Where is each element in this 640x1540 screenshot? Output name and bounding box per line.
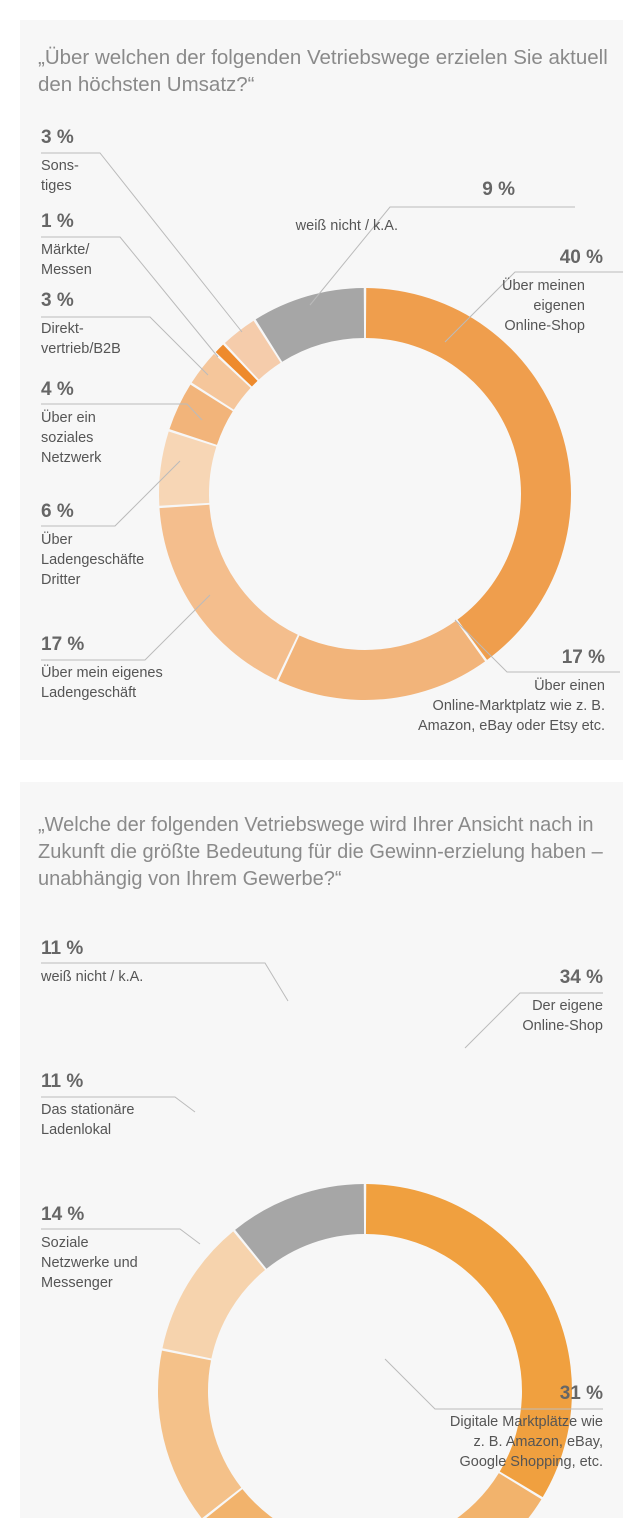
donut-slice-ueber-ein-soziales-netzwerk [169,384,233,445]
donut-slice-sonstiges [224,320,281,380]
slice-category-label: Der eigene Online-Shop [522,998,603,1034]
slice-category-label: Sons-tiges [41,158,79,194]
leader-line [41,316,209,376]
donut-slice-direktvertrieb-b2b [191,353,251,410]
leader-line [309,206,575,306]
slice-category-label: Über ein soziales Netzwerk [41,408,102,466]
slice-value-label: 3 % [41,127,74,148]
leader-lines [41,152,623,673]
slice-category-label: Direkt-vertrieb/B2B [41,321,121,357]
donut-slice-maerkte-messen [215,344,258,387]
leader-line [41,1228,201,1245]
slice-value-label: 6 % [41,501,74,522]
donut-slice-ueber-einen-online-marktplatz-wie-z-b-amazon-ebay-oder-etsy-etc [278,620,486,700]
slice-value-label: 9 % [482,179,515,200]
slice-category-label: Märkte/Messen [41,242,92,278]
slice-category-label: Soziale Netzwerke und Messenger [41,1235,138,1291]
donut-slice-weiss-nicht-k-a [255,288,365,362]
slice-value-label: 31 % [560,1383,603,1404]
slice-value-label: 3 % [41,290,74,311]
leader-line [41,460,181,527]
leader-line [41,236,219,358]
slice-category-label: Über Ladengeschäfte Dritter [41,530,144,588]
slice-value-label: 1 % [41,211,74,232]
slice-category-label: weiß nicht / k.A. [295,218,398,234]
chart-panel-current-revenue: „Über welchen der folgenden Vetriebswege… [20,20,623,760]
slice-value-label: 4 % [41,379,74,400]
chart-title: „Über welchen der folgenden Vetriebswege… [38,46,608,96]
leader-line [41,152,243,333]
donut-slice-der-eigene-online-shop [365,1184,572,1498]
slice-value-label: 11 % [41,938,83,959]
donut-slice-soziale-netzwerke-und-messenger [158,1350,242,1518]
leader-line [464,992,603,1049]
slice-labels: 34 % Der eigene Online-Shop 31 % Digitale Ma… [40,938,603,1470]
slice-category-label: Das stationäre Ladenlokal [41,1102,135,1138]
leader-line [444,271,623,343]
leader-line [41,403,203,421]
leader-line [41,594,211,661]
slice-value-label: 40 % [560,247,603,268]
chart-panel-future-profit: „Welche der folgenden Vetriebswege wird … [20,782,623,1518]
slice-category-label: Über mein eigenes Ladengeschäft [41,663,163,701]
slice-labels: 40 % Über meinen eigenen Online-Shop 17 % Übe… [41,127,605,734]
leader-line [41,1096,196,1113]
donut-slice-weiss-nicht-k-a [235,1184,365,1269]
leader-lines [41,962,603,1410]
donut-chart-future: 34 % Der eigene Online-Shop 31 % Digitale Ma… [40,938,603,1518]
leader-line [384,1358,603,1410]
donut-slice-ueber-meinen-eigenen-online-shop [365,288,571,660]
slice-category-label: Digitale Marktplätze wie z. B. Amazon, eB… [450,1414,603,1470]
slice-value-label: 14 % [41,1204,84,1225]
slice-value-label: 34 % [560,967,603,988]
donut-chart-current: 40 % Über meinen eigenen Online-Shop 17 % Übe… [41,127,623,734]
slice-value-label: 17 % [41,634,84,655]
donut-slices [159,288,571,700]
slice-category-label: Über meinen eigenen Online-Shop [502,276,585,334]
slice-category-label: weiß nicht / k.A. [40,969,143,985]
slice-value-label: 11 % [41,1071,83,1092]
donut-slice-digitale-marktplaetze-wie-z-b-amazon-ebay-google-shopping-etc [206,1473,542,1518]
leader-line [41,962,289,1002]
donut-slice-ueber-mein-eigenes-ladengeschaeft [159,504,298,680]
donut-slice-das-stationaere-ladenlokal [162,1231,266,1359]
leader-line [454,619,620,673]
chart-title: „Welche der folgenden Vetriebswege wird … [38,814,603,890]
donut-slice-ueber-ladengeschaefte-dritter [159,431,217,506]
slice-category-label: Über einen Online-Marktplatz wie z. B. Ama… [418,676,605,734]
donut-slices [158,1184,572,1518]
slice-value-label: 17 % [562,647,605,668]
